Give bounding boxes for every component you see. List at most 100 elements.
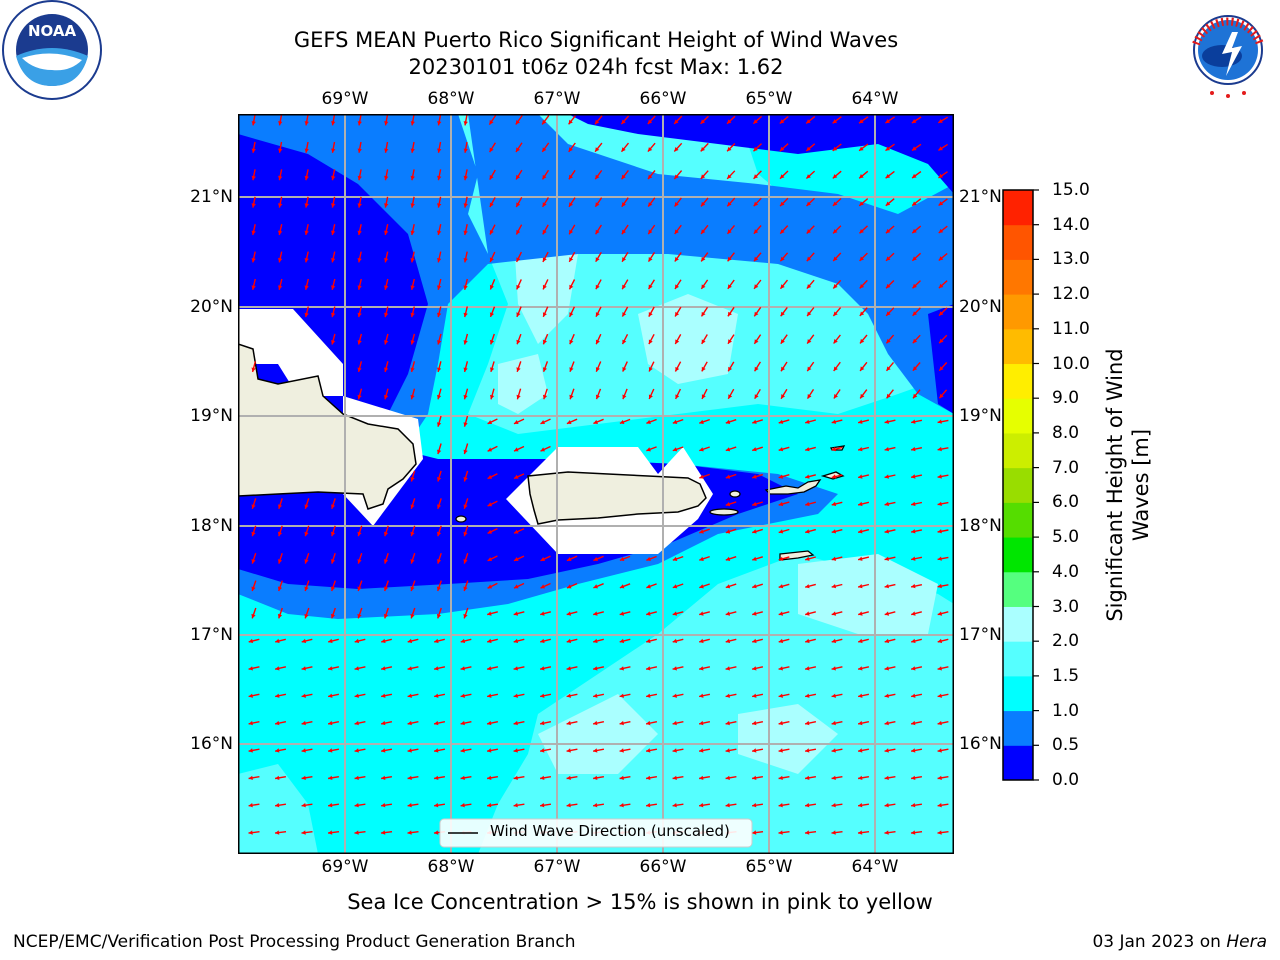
wave-direction-arrow <box>858 611 869 616</box>
wave-direction-arrow <box>304 141 309 153</box>
wave-direction-arrow <box>542 224 549 235</box>
wave-direction-arrow <box>539 720 552 726</box>
wave-direction-arrow <box>278 224 283 236</box>
colorbar-segment <box>1003 190 1033 226</box>
wave-direction-arrow <box>460 775 472 780</box>
wave-direction-arrow <box>380 748 393 753</box>
lat-label-right-21n: 21°N <box>959 187 1002 207</box>
wave-direction-arrow <box>304 114 309 126</box>
wave-direction-arrow <box>751 419 764 424</box>
wave-direction-arrow <box>383 552 389 564</box>
wave-direction-arrow <box>751 666 764 671</box>
wave-direction-arrow <box>489 142 496 153</box>
wave-direction-arrow <box>912 307 921 317</box>
wave-direction-arrow <box>779 115 789 125</box>
wave-direction-arrow <box>938 198 948 207</box>
wave-direction-arrow <box>751 748 764 753</box>
wave-direction-arrow <box>593 418 604 425</box>
wave-direction-arrow <box>331 251 336 263</box>
wave-direction-arrow <box>463 196 468 208</box>
wave-direction-arrow <box>407 693 419 698</box>
lon-label-top-67w: 67°W <box>533 89 581 109</box>
wave-direction-arrow <box>251 224 256 236</box>
wave-direction-arrow <box>357 251 362 263</box>
wave-direction-arrow <box>804 666 817 671</box>
wave-direction-arrow <box>595 388 602 400</box>
wave-direction-arrow <box>437 114 442 126</box>
wave-direction-arrow <box>251 498 257 510</box>
wave-direction-arrow <box>489 251 496 263</box>
wave-direction-arrow <box>407 775 419 780</box>
wave-direction-arrow <box>542 361 549 373</box>
wave-direction-arrow <box>831 474 843 479</box>
lat-label-right-16n: 16°N <box>959 734 1002 754</box>
wave-direction-arrow <box>778 830 790 835</box>
wave-direction-arrow <box>727 388 735 400</box>
wave-direction-arrow <box>778 748 790 753</box>
wave-direction-arrow <box>832 252 842 262</box>
wave-direction-arrow <box>515 251 523 263</box>
wave-direction-arrow <box>251 196 256 208</box>
wave-direction-arrow <box>698 720 711 726</box>
wave-direction-arrow <box>622 388 628 400</box>
wave-direction-arrow <box>513 666 525 671</box>
wave-direction-arrow <box>486 720 499 726</box>
wave-direction-arrow <box>592 666 605 671</box>
wave-direction-arrow <box>380 803 393 808</box>
wave-direction-arrow <box>489 279 496 290</box>
wave-direction-arrow <box>885 170 895 179</box>
wave-direction-arrow <box>778 583 790 589</box>
wave-direction-arrow <box>778 638 790 644</box>
lon-label-bottom-66w: 66°W <box>639 857 687 877</box>
wave-direction-arrow <box>251 552 257 564</box>
wave-direction-arrow <box>884 474 896 479</box>
wave-direction-arrow <box>858 170 869 179</box>
wave-direction-arrow <box>277 580 283 592</box>
wave-direction-arrow <box>910 419 923 424</box>
wave-direction-arrow <box>780 388 788 400</box>
wave-direction-arrow <box>568 142 576 153</box>
wave-direction-arrow <box>437 333 442 345</box>
wave-direction-arrow <box>620 115 630 125</box>
wave-direction-arrow <box>513 611 525 616</box>
wave-direction-arrow <box>357 388 363 400</box>
wave-direction-arrow <box>407 830 419 835</box>
wave-direction-arrow <box>487 473 498 480</box>
wave-direction-arrow <box>463 580 469 592</box>
map-panel <box>238 114 954 854</box>
lon-label-top-65w: 65°W <box>745 89 793 109</box>
wave-direction-arrow <box>857 666 870 671</box>
wave-direction-arrow <box>726 143 736 152</box>
wave-direction-arrow <box>672 611 684 616</box>
lon-label-top-64w: 64°W <box>851 89 899 109</box>
wave-direction-arrow <box>804 720 817 726</box>
wave-direction-arrow <box>541 169 550 180</box>
wave-direction-arrow <box>463 525 469 537</box>
wave-direction-arrow <box>331 224 336 236</box>
wave-direction-arrow <box>437 141 442 153</box>
wave-direction-arrow <box>357 607 363 619</box>
lon-label-top-66w: 66°W <box>639 89 687 109</box>
wave-direction-arrow <box>752 115 763 125</box>
wave-direction-arrow <box>911 225 922 234</box>
wave-direction-arrow <box>910 666 923 671</box>
wave-direction-arrow <box>806 307 815 317</box>
wave-direction-arrow <box>672 418 684 424</box>
wave-direction-arrow <box>648 333 655 345</box>
sea-ice-caption: Sea Ice Concentration > 15% is shown in … <box>347 890 933 914</box>
wave-direction-arrow <box>251 169 256 181</box>
wave-direction-arrow <box>437 388 442 400</box>
wave-direction-arrow <box>647 115 656 125</box>
chart-subtitle: 20230101 t06z 024h fcst Max: 1.62 <box>408 55 784 79</box>
wave-direction-arrow <box>331 169 336 181</box>
wave-direction-arrow <box>699 528 710 534</box>
wave-direction-arrow <box>357 278 362 290</box>
wave-direction-arrow <box>327 775 340 780</box>
wave-direction-arrow <box>278 498 283 510</box>
wave-direction-arrow <box>804 775 817 780</box>
wave-direction-arrow <box>515 224 523 235</box>
wave-direction-arrow <box>595 251 602 263</box>
wave-direction-arrow <box>699 555 710 561</box>
wave-direction-arrow <box>751 775 764 780</box>
wave-direction-arrow <box>754 361 761 372</box>
